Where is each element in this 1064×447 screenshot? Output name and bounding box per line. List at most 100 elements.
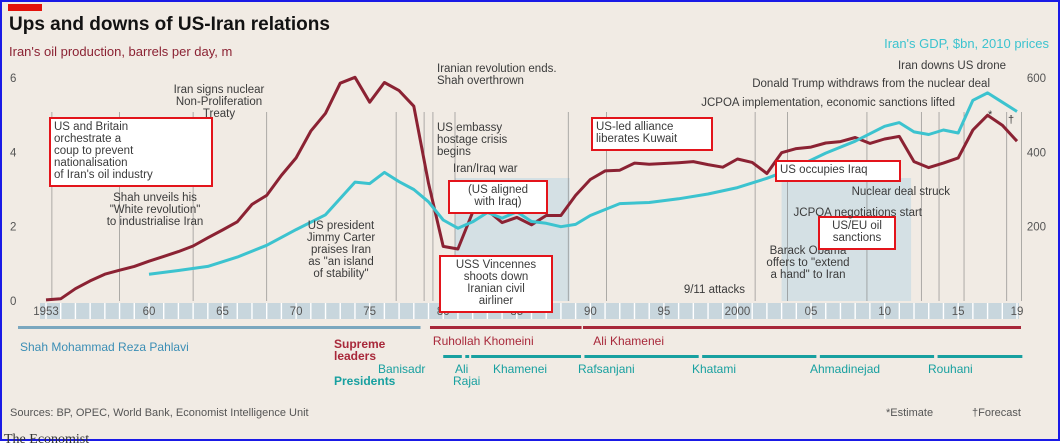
annotation-line: JCPOA implementation, economic sanctions… xyxy=(701,97,955,109)
annotation-text: Iran/Iraq war xyxy=(453,163,518,175)
annotation: Nuclear deal struck xyxy=(852,186,951,198)
annotation-line: (US aligned xyxy=(468,184,528,196)
rafsanjani-label: Rafsanjani xyxy=(578,362,635,376)
accent-tag xyxy=(8,4,42,11)
highlight-box xyxy=(775,160,901,182)
x-axis-tick-label: 15 xyxy=(952,306,965,318)
presidency-bar-1 xyxy=(443,355,462,358)
annotation-line: Donald Trump withdraws from the nuclear … xyxy=(752,78,990,90)
khamenei-label: Ali Khamenei xyxy=(593,334,664,348)
right-axis-tick: 200 xyxy=(1027,222,1046,234)
annotation: (US aligned with Iraq) xyxy=(448,180,548,214)
presidency-bar-3 xyxy=(471,355,581,358)
annotation-text: US embassy hostage crisis begins xyxy=(437,122,508,158)
annotation-text: Barack Obama offers to "extend a hand" to … xyxy=(766,245,849,281)
presidency-bar-7 xyxy=(937,355,1023,358)
annotation-line: as "an island xyxy=(308,256,373,268)
left-axis-tick: 4 xyxy=(10,147,17,159)
annotation-line: US-led alliance xyxy=(596,121,673,133)
x-axis-tick-label: 90 xyxy=(584,306,597,318)
annotation-line: to industrialise Iran xyxy=(107,216,204,228)
x-axis-tick-label: 2000 xyxy=(725,306,751,318)
annotation-text: USS Vincennes shoots down Iranian civil air… xyxy=(456,259,537,307)
annotation-text: Shah unveils his "White revolution" to ind… xyxy=(107,192,204,228)
annotation-line: Shah unveils his xyxy=(113,192,197,204)
presidents-label: Presidents xyxy=(334,374,396,388)
annotation: Iranian revolution ends. Shah overthrown xyxy=(437,63,557,87)
annotation-line: orchestrate a xyxy=(54,133,122,145)
annotation-line: Iranian revolution ends. xyxy=(437,63,557,75)
annotation-line: "White revolution" xyxy=(110,204,201,216)
annotation: Barack Obama offers to "extend a hand" to … xyxy=(766,245,849,281)
annotation-line: begins xyxy=(437,146,471,158)
x-axis-tick-label: 95 xyxy=(658,306,671,318)
highlight-box xyxy=(818,216,896,250)
khatami-label: Khatami xyxy=(692,362,736,376)
annotation-text: JCPOA implementation, economic sanctions… xyxy=(701,97,955,109)
khamenei-president-label: Khamenei xyxy=(493,362,547,376)
annotation-line: with Iraq) xyxy=(473,196,521,208)
highlight-box xyxy=(49,117,213,187)
annotation-line: shoots down xyxy=(464,271,529,283)
annotation-text: Iran downs US drone xyxy=(898,60,1006,72)
annotation-text: Nuclear deal struck xyxy=(852,186,951,198)
presidency-bar-6 xyxy=(819,355,935,358)
annotation: US and Britain orchestrate a coup to preve… xyxy=(49,117,213,187)
annotation-line: 9/11 attacks xyxy=(684,284,745,296)
annotation-line: JCPOA negotiations start xyxy=(794,207,923,219)
right-axis-subtitle: Iran's GDP, $bn, 2010 prices xyxy=(884,36,1049,51)
annotation-text: Iranian revolution ends. Shah overthrown xyxy=(437,63,557,87)
annotation-text: Donald Trump withdraws from the nuclear … xyxy=(752,78,990,90)
annotation-line: US embassy xyxy=(437,122,502,134)
series-line-oil-production xyxy=(45,75,1019,302)
annotation-text: Iran signs nuclear Non-Proliferation Treat… xyxy=(174,84,265,120)
presidency-bar-5 xyxy=(702,355,817,358)
khomeini-period-bar xyxy=(429,326,582,329)
presidency-bar-2 xyxy=(465,355,470,358)
annotation-text: US and Britain orchestrate a coup to preve… xyxy=(54,121,153,181)
series-line-gdp xyxy=(148,91,1018,276)
supreme-leaders-label-2: leaders xyxy=(334,349,376,363)
annotation-line: USS Vincennes xyxy=(456,259,537,271)
annotation-text: US/EU oil sanctions xyxy=(832,220,882,244)
khomeini-label: Ruhollah Khomeini xyxy=(433,334,534,348)
right-axis-tick: 600 xyxy=(1027,73,1046,85)
presidency-bar-4 xyxy=(584,355,699,358)
annotation: 9/11 attacks xyxy=(684,284,745,296)
forecast-marker: † xyxy=(1008,114,1014,126)
annotation-line: Iran signs nuclear xyxy=(174,84,265,96)
annotation-line: hostage crisis xyxy=(437,134,508,146)
annotation-text: JCPOA negotiations start xyxy=(794,207,923,219)
annotation-line: Nuclear deal struck xyxy=(852,186,951,198)
annotation-line: praises Iran xyxy=(311,244,371,256)
annotation-text: US occupies Iraq xyxy=(780,164,868,176)
rajai-label-2: Rajai xyxy=(453,374,480,388)
annotation-text: US-led alliance liberates Kuwait xyxy=(596,121,678,145)
annotation: US embassy hostage crisis begins xyxy=(437,122,508,158)
x-axis-tick-label: 75 xyxy=(363,306,376,318)
annotation-line: nationalisation xyxy=(54,157,128,169)
x-axis-tick-label: 10 xyxy=(878,306,891,318)
khamenei-period-bar xyxy=(582,326,1021,329)
annotation: USS Vincennes shoots down Iranian civil air… xyxy=(439,255,553,313)
annotation: Iran/Iraq war xyxy=(453,163,518,175)
left-axis-tick: 2 xyxy=(10,222,16,234)
highlight-box xyxy=(439,255,553,313)
annotation-line: of Iran's oil industry xyxy=(54,169,153,181)
highlight-box xyxy=(591,117,713,151)
ahmadinejad-label: Ahmadinejad xyxy=(810,362,880,376)
x-axis-tick-label: 65 xyxy=(216,306,229,318)
source-note: Sources: BP, OPEC, World Bank, Economist… xyxy=(10,407,309,419)
annotation-line: of stability" xyxy=(313,268,368,280)
left-axis-subtitle: Iran's oil production, barrels per day, … xyxy=(9,44,232,59)
left-axis-tick: 6 xyxy=(10,73,16,85)
supreme-leaders-label: Supreme xyxy=(334,337,386,351)
annotation-text: 9/11 attacks xyxy=(684,284,745,296)
annotation-text: US president Jimmy Carter praises Iran as "… xyxy=(307,220,376,280)
annotation-line: liberates Kuwait xyxy=(596,133,678,145)
annotation: US president Jimmy Carter praises Iran as "… xyxy=(307,220,376,280)
rouhani-label: Rouhani xyxy=(928,362,973,376)
annotation-line: US president xyxy=(308,220,375,232)
annotation: US/EU oil sanctions xyxy=(818,216,896,250)
